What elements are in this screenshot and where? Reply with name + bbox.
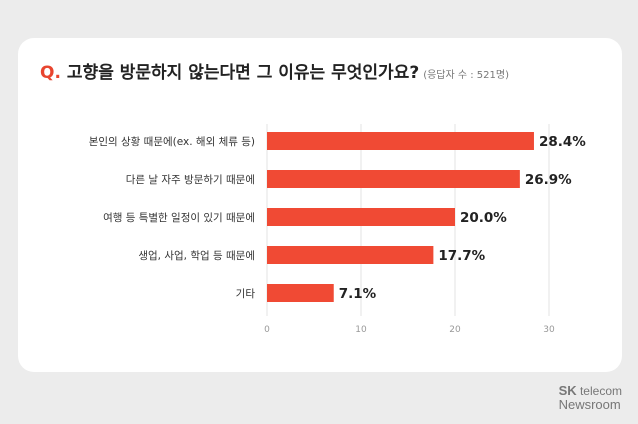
question-text: 고향을 방문하지 않는다면 그 이유는 무엇인가요? xyxy=(66,63,420,83)
brand-sk: SK xyxy=(558,383,577,398)
category-label: 여행 등 특별한 일정이 있기 때문에 xyxy=(103,211,255,224)
respondent-count: (응답자 수 : 521명) xyxy=(423,70,509,81)
value-label: 28.4% xyxy=(539,134,586,150)
bar-chart: 0 10 20 30 본인의 상황 때문에(ex. 해외 체류 등) 28.4% 다른 날 … xyxy=(89,124,586,335)
bar xyxy=(267,284,334,302)
value-label: 17.7% xyxy=(438,248,485,264)
bar xyxy=(267,132,534,150)
category-label: 본인의 상황 때문에(ex. 해외 체류 등) xyxy=(89,135,255,148)
question-marker: Q. xyxy=(40,63,61,83)
bar xyxy=(267,208,455,226)
brand-telecom: telecom xyxy=(576,384,622,398)
x-tick-label: 0 xyxy=(264,325,270,335)
category-label: 기타 xyxy=(236,288,256,300)
bar xyxy=(267,170,520,188)
brand-newsroom: Newsroom xyxy=(558,396,621,412)
category-label: 다른 날 자주 방문하기 때문에 xyxy=(126,173,255,186)
x-tick-label: 10 xyxy=(355,325,367,335)
chart-card: Q. 고향을 방문하지 않는다면 그 이유는 무엇인가요? (응답자 수 : 521… xyxy=(18,38,622,372)
x-tick-label: 20 xyxy=(449,325,461,335)
value-label: 7.1% xyxy=(339,286,377,302)
x-tick-label: 30 xyxy=(543,325,555,335)
value-label: 20.0% xyxy=(460,210,507,226)
category-label: 생업, 사업, 학업 등 때문에 xyxy=(138,249,255,262)
chart-title: Q. 고향을 방문하지 않는다면 그 이유는 무엇인가요? (응답자 수 : 521… xyxy=(40,58,509,83)
bar xyxy=(267,246,434,264)
value-label: 26.9% xyxy=(525,172,572,188)
brand-logo: SK telecom Newsroom xyxy=(559,384,622,411)
